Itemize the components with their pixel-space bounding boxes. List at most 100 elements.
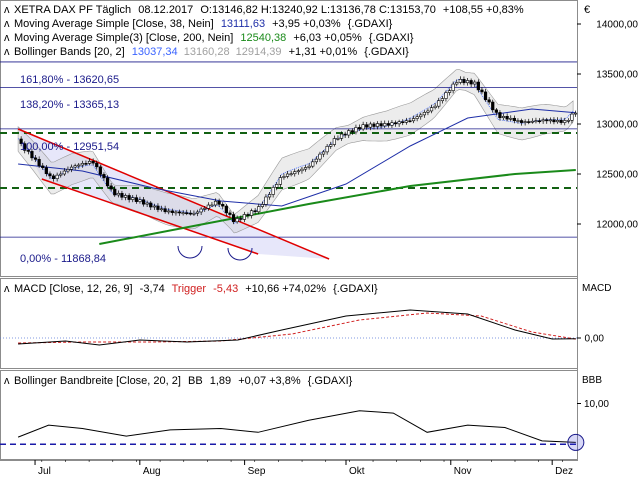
bbw-label: Bollinger Bandbreite [Close, 20, 2]: [14, 375, 181, 387]
candle-body: [257, 206, 261, 213]
candle-body: [530, 120, 534, 123]
candle-body: [66, 169, 70, 172]
candle-body: [199, 208, 203, 213]
price-panel: [0, 0, 578, 277]
candle-body: [332, 138, 336, 145]
header-collapse-icon[interactable]: ʌ: [4, 4, 10, 16]
candle-body: [473, 81, 477, 85]
bbw-bb-label: BB: [188, 375, 203, 387]
candle-body: [318, 153, 322, 160]
candle-body: [84, 163, 88, 165]
macd-value: -3,74: [140, 283, 165, 295]
candle-body: [501, 116, 506, 119]
candle-body: [105, 177, 110, 187]
bbw-tick-label: 10,00: [584, 399, 609, 410]
candle-body: [41, 165, 45, 168]
time-tick-label: Dez: [555, 466, 573, 477]
header-ohlc: O:13146,82 H:13240,92 L:13136,78 C:13153…: [200, 4, 435, 16]
candle-body: [253, 210, 257, 213]
candle-body: [267, 194, 272, 198]
macd-legend: MACD [Close, 12, 26, 9] -3,74 Trigger -5…: [14, 283, 378, 295]
time-tick-label: Sep: [248, 466, 266, 477]
macd-trigger-line: [18, 312, 576, 344]
candle-body: [404, 120, 408, 123]
candle-body: [37, 159, 41, 167]
candle-body: [275, 184, 279, 188]
candle-body: [458, 79, 462, 83]
candle-body: [19, 138, 23, 144]
bbw-axis-title: BBB: [582, 375, 602, 386]
candle-body: [365, 124, 369, 128]
candle-body: [228, 212, 232, 215]
candle-body: [354, 127, 358, 133]
candle-body: [573, 112, 578, 115]
candle-body: [134, 197, 138, 202]
bbw-symbol: {.GDAXI}: [308, 375, 353, 387]
candle-body: [534, 120, 538, 123]
ma38-collapse-icon[interactable]: ʌ: [4, 18, 10, 30]
candle-body: [339, 133, 344, 139]
candle-body: [408, 120, 412, 123]
fib-label-161: 161,80% - 13620,65: [20, 74, 119, 86]
candle-body: [152, 205, 156, 208]
candle-body: [163, 208, 167, 213]
candle-body: [494, 109, 498, 113]
candle-body: [383, 123, 387, 127]
candle-body: [181, 212, 185, 215]
candle-body: [329, 144, 333, 147]
candle-body: [347, 130, 351, 136]
bbw-collapse-icon[interactable]: ʌ: [4, 375, 10, 387]
ma200-legend: Moving Average Simple(3) [Close, 200, Ne…: [14, 32, 414, 44]
candle-body: [440, 98, 444, 102]
candle-body: [271, 187, 275, 195]
price-tick-label: 12500,00: [596, 170, 638, 181]
header-date: 08.12.2017: [138, 4, 193, 16]
bbw-line: [17, 410, 576, 443]
candle-body: [311, 161, 315, 167]
candle-body: [368, 123, 372, 128]
macd-plot: [0, 309, 577, 346]
candle-body: [195, 211, 200, 214]
ma38-symbol: {.GDAXI}: [348, 18, 393, 30]
candle-body: [116, 192, 120, 196]
candle-body: [444, 92, 448, 99]
candle-body: [411, 118, 416, 122]
candle-body: [224, 205, 228, 214]
header-line: XETRA DAX PF Täglich 08.12.2017 O:13146,…: [14, 4, 524, 16]
candle-body: [451, 83, 455, 91]
candle-body: [447, 90, 452, 93]
candle-body: [141, 199, 146, 205]
price-tick-label: 13500,00: [596, 70, 638, 81]
candle-body: [33, 157, 38, 160]
candle-body: [509, 117, 513, 120]
candle-body: [159, 208, 164, 211]
candle-body: [59, 173, 63, 176]
candle-body: [282, 176, 286, 178]
bb-collapse-icon[interactable]: ʌ: [4, 46, 10, 58]
macd-label: MACD [Close, 12, 26, 9]: [14, 283, 133, 295]
ma200-collapse-icon[interactable]: ʌ: [4, 32, 10, 44]
candle-body: [512, 117, 516, 122]
candle-body: [336, 138, 340, 140]
ma200-change: +6,03 +0,05%: [293, 32, 362, 44]
candle-body: [300, 168, 304, 172]
candle-body: [80, 163, 84, 166]
candle-body: [491, 101, 495, 111]
candle-body: [30, 151, 34, 159]
macd-collapse-icon[interactable]: ʌ: [4, 283, 10, 295]
candle-body: [455, 82, 459, 85]
bb-legend: Bollinger Bands [20, 2] 13037,34 13160,2…: [14, 46, 409, 58]
bbw-change: +0,07 +3,8%: [238, 375, 301, 387]
candle-body: [343, 133, 347, 136]
candle-body: [386, 123, 390, 126]
candle-body: [483, 91, 488, 101]
ma38-label: Moving Average Simple [Close, 38, Nein]: [14, 18, 214, 30]
bb-symbol: {.GDAXI}: [364, 46, 409, 58]
candle-body: [437, 100, 441, 107]
candle-body: [188, 212, 192, 215]
candle-body: [498, 112, 502, 119]
fib-label-138: 138,20% - 13365,13: [20, 99, 119, 111]
ma38-value: 13111,63: [221, 18, 265, 30]
candle-body: [73, 165, 77, 168]
candle-body: [314, 158, 318, 163]
